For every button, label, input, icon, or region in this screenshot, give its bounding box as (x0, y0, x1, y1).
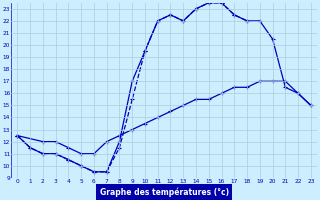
X-axis label: Graphe des températures (°c): Graphe des températures (°c) (100, 188, 229, 197)
